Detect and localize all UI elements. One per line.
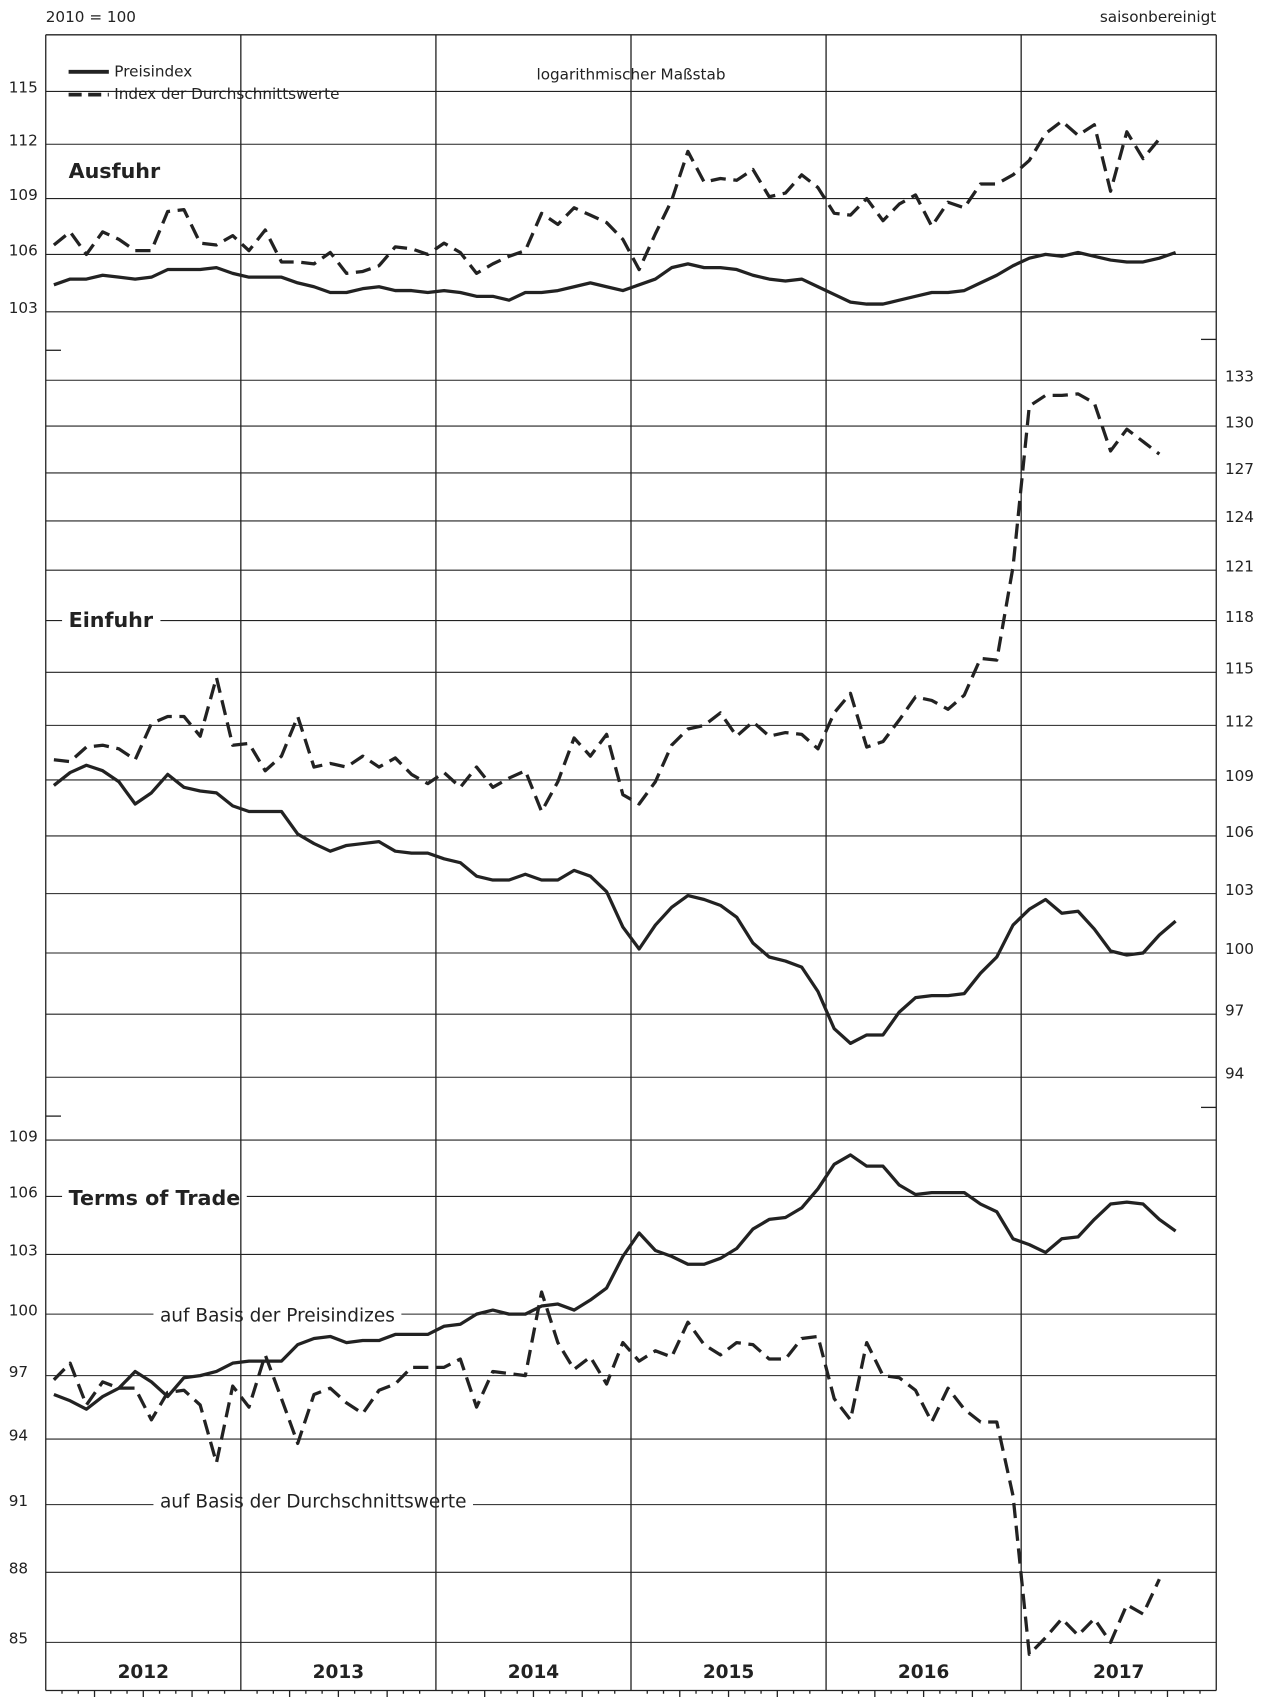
y-tick-label: 88 [9, 1560, 28, 1578]
adjustment-note: saisonbereinigt [1100, 8, 1216, 26]
y-tick-label: 94 [1225, 1065, 1244, 1083]
y-tick-label: 85 [9, 1630, 28, 1648]
x-tick-label: 2017 [1093, 1662, 1144, 1683]
legend-label: Index der Durchschnittswerte [114, 85, 339, 103]
y-tick-label: 112 [1225, 713, 1254, 731]
y-tick-label: 118 [1225, 608, 1254, 626]
y-tick-label: 112 [9, 132, 38, 150]
y-tick-label: 106 [9, 242, 38, 260]
y-tick-label: 115 [1225, 660, 1254, 678]
y-tick-label: 133 [1225, 367, 1254, 385]
y-tick-label: 91 [9, 1492, 28, 1510]
y-tick-label: 109 [1225, 767, 1254, 785]
y-tick-label: 130 [1225, 413, 1254, 431]
series-line [53, 250, 1177, 306]
x-tick-label: 2012 [118, 1662, 169, 1683]
y-tick-label: 109 [9, 186, 38, 204]
series-line [52, 1290, 1161, 1656]
y-tick-label: 103 [9, 1242, 38, 1260]
y-tick-label: 103 [1225, 881, 1254, 899]
series-line [53, 392, 1161, 814]
label-background [153, 1304, 402, 1328]
y-tick-label: 121 [1225, 557, 1254, 575]
y-tick-label: 103 [9, 299, 38, 317]
panel-title: Terms of Trade [69, 1186, 241, 1210]
y-tick-label: 127 [1225, 460, 1254, 478]
panel-title: Ausfuhr [69, 159, 161, 183]
x-tick-label: 2014 [508, 1662, 560, 1683]
x-tick-label: 2015 [703, 1662, 754, 1683]
legend-label: Preisindex [114, 62, 192, 80]
label-background [62, 607, 161, 634]
y-tick-label: 124 [1225, 508, 1254, 526]
y-tick-label: 106 [1225, 823, 1254, 841]
data-layer [52, 119, 1177, 1656]
series-label: auf Basis der Preisindizes [160, 1305, 395, 1326]
y-tick-label: 100 [1225, 940, 1254, 958]
label-background [62, 1184, 247, 1211]
y-tick-label: 109 [9, 1127, 38, 1145]
y-tick-label: 100 [9, 1301, 38, 1319]
y-tick-label: 115 [9, 79, 38, 97]
label-background [62, 157, 168, 184]
y-tick-label: 97 [1225, 1001, 1244, 1019]
y-tick-label: 97 [9, 1363, 28, 1381]
panel-title: Einfuhr [69, 608, 154, 632]
x-tick-label: 2013 [313, 1662, 364, 1683]
series-label: auf Basis der Durchschnittswerte [160, 1491, 467, 1512]
series-line [52, 763, 1177, 1046]
label-background [153, 1490, 474, 1514]
series-line [52, 119, 1161, 275]
y-tick-label: 106 [9, 1184, 38, 1202]
x-tick-label: 2016 [898, 1662, 949, 1683]
y-tick-label: 94 [9, 1426, 28, 1444]
base-note: 2010 = 100 [46, 8, 136, 26]
